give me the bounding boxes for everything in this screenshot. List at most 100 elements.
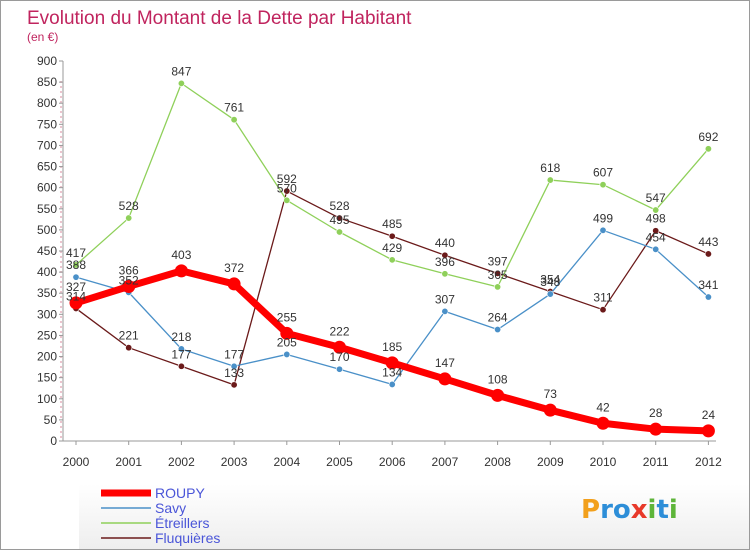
x-tick-label: 2002 [168, 455, 195, 469]
data-label: 417 [66, 246, 86, 260]
data-point [177, 79, 185, 87]
axes: 0 50 100 150 200 250 300 350 400 450 500 550 600 650 7… [37, 54, 722, 469]
data-point [494, 283, 502, 291]
data-label: 341 [698, 278, 718, 292]
legend-background [79, 484, 749, 549]
data-point [652, 206, 660, 214]
data-point [227, 277, 241, 291]
x-tick-label: 2009 [537, 455, 564, 469]
data-point [125, 214, 133, 222]
data-point [494, 269, 502, 277]
data-point [599, 226, 607, 234]
data-label: 607 [593, 166, 613, 180]
data-label: 327 [66, 280, 86, 294]
y-tick-label: 250 [37, 328, 57, 342]
y-tick-label: 500 [37, 223, 57, 237]
x-tick-label: 2000 [63, 455, 90, 469]
data-label: 495 [329, 213, 349, 227]
data-point [385, 356, 399, 370]
data-point [283, 187, 291, 195]
y-tick-label: 50 [44, 413, 58, 427]
x-tick-label: 2011 [643, 455, 669, 469]
y-tick-label: 900 [37, 54, 57, 68]
x-tick-label: 2005 [326, 455, 353, 469]
data-label: 547 [646, 191, 666, 205]
x-tick-label: 2012 [695, 455, 722, 469]
data-label: 147 [435, 356, 455, 370]
data-label: 28 [649, 406, 663, 420]
data-label: 73 [544, 387, 558, 401]
data-point [177, 362, 185, 370]
data-point [652, 227, 660, 235]
data-label: 348 [540, 275, 560, 289]
data-label: 592 [277, 172, 297, 186]
data-label: 498 [646, 212, 666, 226]
data-label: 311 [593, 291, 612, 305]
data-point [125, 344, 133, 352]
data-point [230, 116, 238, 124]
y-tick-label: 850 [37, 75, 57, 89]
data-point [546, 290, 554, 298]
data-label: 618 [540, 161, 560, 175]
series-layer [69, 79, 715, 438]
legend-label-fluquières: Fluquières [155, 530, 220, 546]
data-label: 177 [171, 347, 191, 361]
data-label: 440 [435, 236, 455, 250]
data-point [494, 326, 502, 334]
data-point [701, 424, 715, 438]
legend-label-savy: Savy [155, 500, 186, 516]
data-label: 396 [435, 255, 455, 269]
data-point [388, 380, 396, 388]
data-label: 528 [119, 199, 139, 213]
data-point [280, 326, 294, 340]
x-tick-label: 2003 [221, 455, 248, 469]
data-point [704, 293, 712, 301]
y-tick-label: 300 [37, 307, 57, 321]
x-tick-label: 2010 [590, 455, 617, 469]
legend-label-roupy: ROUPY [155, 485, 205, 501]
data-label: 397 [488, 254, 508, 268]
data-label: 366 [119, 263, 139, 277]
data-label: 222 [329, 324, 349, 338]
y-tick-label: 550 [37, 202, 57, 216]
data-label: 255 [277, 310, 297, 324]
data-label: 365 [488, 268, 508, 282]
y-tick-label: 800 [37, 96, 57, 110]
data-label: 847 [171, 64, 191, 78]
data-point [441, 307, 449, 315]
legend-label-étreillers: Étreillers [155, 515, 209, 531]
y-tick-label: 350 [37, 286, 57, 300]
y-tick-label: 450 [37, 244, 57, 258]
data-label: 454 [646, 230, 666, 244]
data-label: 42 [596, 400, 610, 414]
data-label: 314 [66, 289, 86, 303]
data-point [599, 181, 607, 189]
x-tick-label: 2006 [379, 455, 406, 469]
data-point [72, 261, 80, 269]
data-labels: 314 221 177 133 592 528 485 440 397 354 311 498 443 4… [66, 64, 719, 421]
data-point [491, 388, 505, 402]
data-point [388, 232, 396, 240]
data-point [69, 296, 83, 310]
data-point [174, 264, 188, 278]
data-point [283, 196, 291, 204]
data-label: 134 [382, 365, 402, 379]
data-label: 264 [488, 311, 508, 325]
data-point [230, 362, 238, 370]
data-label: 108 [488, 372, 508, 386]
data-label: 354 [540, 273, 560, 287]
data-point [230, 381, 238, 389]
x-tick-label: 2004 [273, 455, 300, 469]
data-point [441, 251, 449, 259]
proxiti-logo: Proxiti [581, 495, 678, 525]
data-point [122, 279, 136, 293]
data-label: 352 [119, 273, 139, 287]
data-label: 761 [224, 101, 244, 115]
data-point [335, 214, 343, 222]
x-tick-label: 2007 [432, 455, 459, 469]
chart-title: Evolution du Montant de la Dette par Hab… [27, 8, 412, 29]
data-point [72, 273, 80, 281]
